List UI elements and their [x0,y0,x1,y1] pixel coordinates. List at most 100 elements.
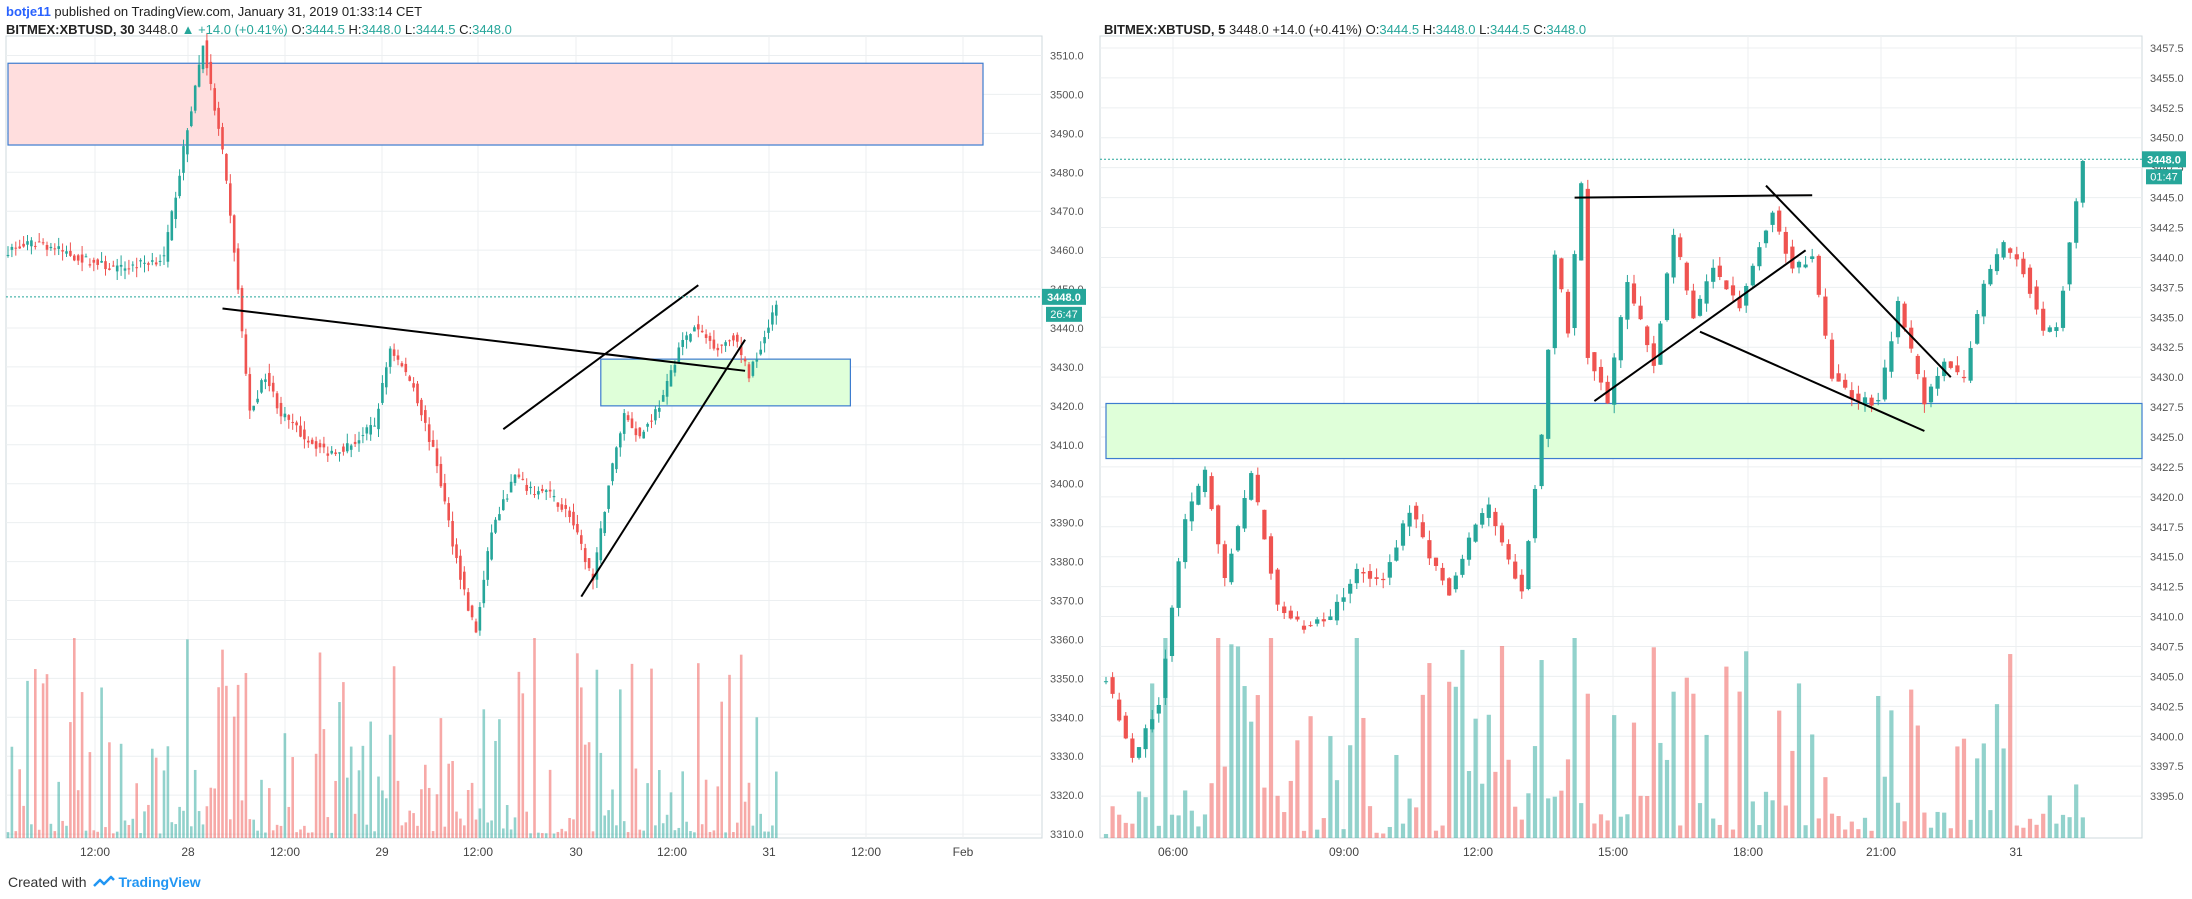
candlestick-chart-5m[interactable]: 3457.53455.03452.53450.03447.53445.03442… [1098,0,2192,860]
volume-bar [1546,798,1551,838]
volume-bar [716,786,720,838]
candle-body [256,398,259,403]
candle-body [377,408,380,430]
candle-body [1262,509,1267,540]
candle-body [1341,597,1346,602]
candle-body [576,523,579,533]
volume-bar [349,746,353,838]
volume-bar [665,814,669,838]
chart-pane-30m[interactable]: BITMEX:XBTUSD, 30 3448.0 ▲ +14.0 (+0.41%… [0,0,1092,860]
volume-bar [1572,638,1577,838]
volume-bar [1757,825,1762,838]
volume-bar [217,687,220,838]
candle-body [470,605,474,618]
volume-bar [1433,830,1439,838]
volume-bar [1176,815,1181,838]
y-tick-label: 3500.0 [1050,89,1084,101]
candle-body [1968,348,1973,381]
price-tag-box [2142,151,2186,168]
candle-body [751,361,755,376]
y-tick-label: 3397.5 [2150,761,2184,773]
volume-bar [115,831,119,838]
volume-bar [139,833,142,838]
volume-bar [1143,797,1148,838]
volume-bar [591,831,595,838]
volume-bar [244,673,248,838]
volume-bar [2074,784,2079,838]
candle-body [346,443,349,452]
volume-bar [1750,801,1755,838]
volume-bar [505,805,509,838]
volume-bar [1895,802,1901,838]
volume-bar [248,819,252,838]
volume-bar [1163,638,1168,838]
candle-body [2021,258,2026,275]
candlestick-chart-30m[interactable]: 3510.03500.03490.03480.03470.03460.03450… [0,0,1092,860]
volume-bar [260,779,263,838]
volume-bar [2021,827,2026,838]
candle-body [1935,375,1940,389]
volume-bar [1763,791,1769,838]
candle-body [431,439,435,447]
candle-body [1249,473,1254,500]
candle-body [1189,501,1194,522]
candle-body [1209,476,1214,510]
tradingview-brand-link[interactable]: TradingView [118,874,201,890]
candle-body [151,260,154,262]
candle-body [1988,268,1993,285]
y-tick-label: 3430.0 [1050,362,1084,374]
candle-body [1671,234,1676,278]
candle-body [1123,715,1128,739]
candle-body [197,64,201,87]
volume-bar [2014,825,2019,838]
volume-bar [26,680,29,838]
candle-body [1440,567,1445,581]
candle-body [455,544,458,559]
y-tick-label: 3380.0 [1050,557,1084,569]
high-value: 3448.0 [361,22,402,37]
candle-body [736,334,739,342]
candle-body [1876,400,1881,402]
volume-bar [463,825,466,838]
candle-body [1565,291,1571,334]
x-tick-label: 28 [181,845,195,859]
volume-bar [1882,776,1887,838]
x-tick-label: 30 [569,845,583,859]
low-label: L: [1479,22,1490,37]
volume-bar [310,832,314,838]
y-tick-label: 3435.0 [2150,312,2184,324]
volume-bar [1829,813,1835,838]
volume-bar [49,823,53,838]
volume-bar [1664,759,1670,838]
chart-pane-5m[interactable]: BITMEX:XBTUSD, 5 3448.0 +14.0 (+0.41%) O… [1098,0,2192,860]
volume-bar [1275,795,1280,838]
volume-bar [1922,812,1927,838]
candle-body [92,259,96,263]
support-zone [600,358,851,407]
volume-bar [100,687,103,838]
candle-body [338,452,341,454]
candle-body [1843,379,1848,388]
candle-body [1176,561,1181,608]
volume-bar [2047,795,2052,838]
candle-body [392,349,396,356]
volume-bar [544,833,548,838]
candle-body [700,330,704,333]
volume-bar [1288,780,1293,838]
x-tick-label: 29 [375,845,389,859]
candle-body [186,130,189,155]
author-link[interactable]: botje11 [6,4,51,19]
volume-bar [1209,783,1214,838]
candle-body [564,505,567,509]
candle-body [1367,571,1373,579]
candle-body [1242,498,1247,529]
candle-body [108,268,111,270]
candle-body [529,486,532,489]
candle-body [1202,469,1208,493]
volume-bar [1724,666,1729,838]
candle-body [646,423,649,427]
volume-bar [712,830,716,838]
candle-body [1486,504,1491,518]
volume-bar [1427,663,1432,838]
candle-body [80,254,84,263]
